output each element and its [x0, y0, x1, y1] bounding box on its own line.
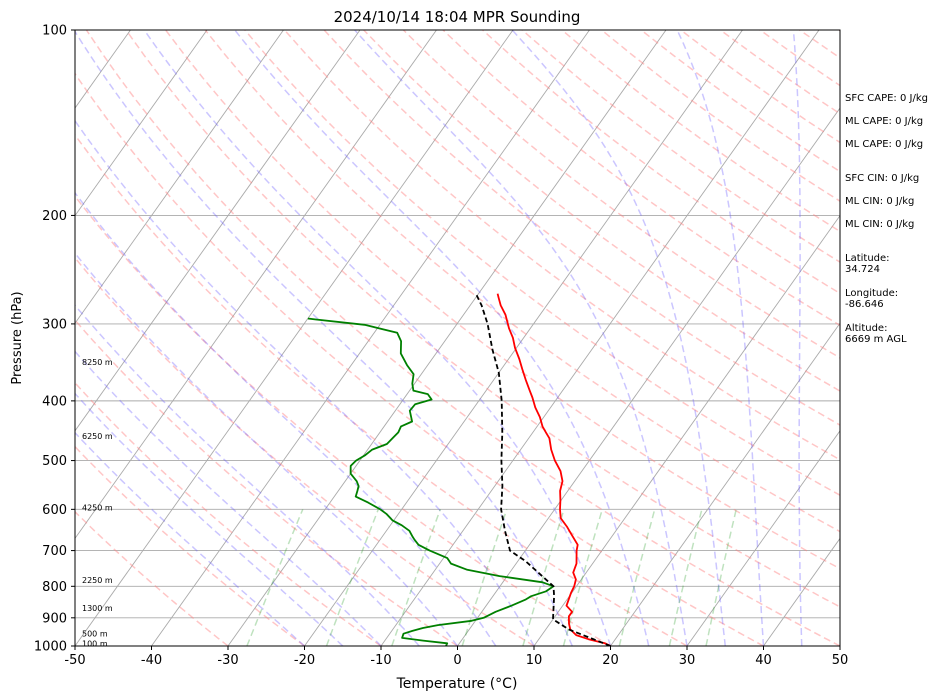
height-label: 1300 m [82, 604, 113, 613]
dry-adiabat-line [75, 445, 305, 646]
sfc-cape-text: SFC CAPE: 0 J/kg [845, 93, 928, 104]
isotherm-line [763, 537, 840, 646]
height-label: 100 m [82, 639, 108, 648]
mixing-ratio-line [391, 509, 442, 646]
background-lines [75, 30, 840, 646]
latitude-text: Latitude: 34.724 [845, 253, 890, 275]
y-tick-label: 500 [42, 454, 67, 469]
profile-series [307, 292, 611, 646]
isotherm-line [75, 30, 437, 540]
x-tick-label: 20 [602, 653, 619, 668]
x-tick-label: 30 [679, 653, 696, 668]
y-tick-label: 300 [42, 317, 67, 332]
x-tick-label: 50 [832, 653, 849, 668]
mixing-ratio-line [461, 509, 508, 646]
x-tick-label: 10 [526, 653, 543, 668]
moist-adiabat-line [75, 350, 382, 646]
x-tick-label: -40 [141, 653, 162, 668]
isotherm-line [610, 322, 840, 646]
ml-cape-text: ML CAPE: 0 J/kg [845, 116, 924, 127]
mixing-ratio-line [705, 509, 737, 646]
x-tick-label: -10 [370, 653, 391, 668]
y-tick-label: 900 [42, 611, 67, 626]
y-tick-label: 700 [42, 544, 67, 559]
moist-adiabat-line [75, 30, 573, 646]
moist-adiabat-line [676, 30, 765, 646]
moist-adiabat-line [75, 304, 420, 646]
plot-frame [74, 29, 841, 647]
isotherm-line [686, 430, 840, 646]
y-tick-label: 800 [42, 580, 67, 595]
dry-adiabat-line [85, 30, 840, 646]
isotherm-line [533, 214, 840, 646]
x-tick-label: -30 [217, 653, 238, 668]
isotherm-line [75, 30, 208, 217]
dry-adiabat-line [75, 381, 382, 646]
moist-adiabat-line [792, 30, 803, 646]
moist-adiabat-line [143, 30, 612, 646]
isotherm-line [380, 30, 820, 646]
moist-adiabat-line [234, 30, 650, 646]
moist-adiabat-line [511, 30, 727, 646]
axis-ticks: -50 -40 -30 -20 -10 0 10 20 30 40 50 100 200 300 400 50… [34, 24, 848, 669]
moist-adiabat-line [75, 119, 535, 646]
isotherm-line [75, 30, 284, 325]
ml-cape-text-2: ML CAPE: 0 J/kg [845, 139, 924, 150]
altitude-text: Altitude: 6669 m AGL [845, 323, 907, 345]
mixing-ratio-line [618, 509, 656, 646]
height-label: 6250 m [82, 432, 113, 441]
mixing-ratio-line [522, 509, 565, 646]
dry-adiabat-line [75, 256, 535, 646]
height-label: 500 m [82, 630, 108, 639]
x-tick-label: -20 [294, 653, 315, 668]
temperature-profile-line [496, 293, 611, 646]
dry-adiabat-line [244, 30, 840, 497]
sfc-cin-text: SFC CIN: 0 J/kg [845, 173, 920, 184]
ml-cin-text: ML CIN: 0 J/kg [845, 196, 915, 207]
y-tick-label: 1000 [34, 640, 67, 655]
height-label: 8250 m [82, 358, 113, 367]
isotherm-line [151, 30, 590, 646]
x-tick-label: -50 [64, 653, 85, 668]
isotherm-line [457, 107, 840, 646]
moist-adiabat-line [75, 251, 459, 646]
ml-cin-text-2: ML CIN: 0 J/kg [845, 219, 915, 230]
isotherm-line [304, 30, 743, 646]
y-tick-label: 200 [42, 209, 67, 224]
y-tick-label: 400 [42, 394, 67, 409]
height-label: 2250 m [82, 576, 113, 585]
mixing-ratio-line [562, 509, 604, 646]
dry-adiabat-line [75, 133, 688, 646]
parcel-path-line [474, 292, 611, 646]
dry-adiabat-line [75, 194, 611, 646]
dry-adiabat-line [75, 510, 229, 646]
dewpoint-profile-line [307, 317, 555, 646]
isotherm-line [75, 30, 514, 646]
mixing-ratio-line [668, 509, 703, 646]
isotherm-line [75, 30, 361, 432]
height-label: 4250 m [82, 504, 113, 513]
chart-title: 2024/10/14 18:04 MPR Sounding [334, 8, 581, 26]
x-tick-label: 40 [755, 653, 772, 668]
y-tick-label: 600 [42, 503, 67, 518]
isotherm-line [227, 30, 667, 646]
x-axis-label: Temperature (°C) [396, 676, 518, 692]
y-tick-label: 100 [42, 24, 67, 39]
mixing-ratio-line [325, 509, 379, 646]
longitude-text: Longitude: -86.646 [845, 288, 899, 310]
dry-adiabat-line [75, 318, 458, 646]
moist-adiabat-line [354, 30, 688, 646]
y-axis-label: Pressure (hPa) [10, 291, 25, 384]
dry-adiabat-line [75, 72, 764, 646]
x-tick-label: 0 [453, 653, 461, 668]
